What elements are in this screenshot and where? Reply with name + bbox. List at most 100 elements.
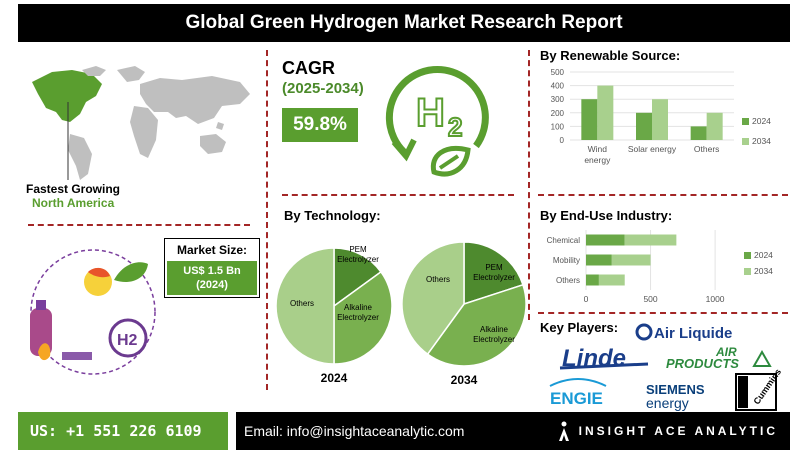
fastest-growing-label: Fastest Growing (26, 182, 121, 196)
bar-2034-2 (598, 274, 625, 286)
world-map (32, 66, 250, 180)
market-size-box: Market Size: US$ 1.5 Bn (2024) (164, 238, 260, 298)
air-products-air: AIR (715, 345, 737, 359)
x-tick-label: energy (584, 155, 611, 165)
pie-label-0: PEM (485, 263, 503, 272)
y-tick-label: Mobility (553, 256, 580, 265)
divider-horizontal-mid (282, 194, 514, 196)
key-players-logos: Air Liquide Linde AIR PRODUCTS ENGIE SIE… (549, 323, 783, 411)
market-size-value: US$ 1.5 Bn (183, 265, 241, 277)
pie-slice-2 (275, 247, 335, 365)
footer-brand: INSIGHT ACE ANALYTIC (557, 412, 778, 450)
pie-year-label: 2024 (321, 371, 348, 385)
y-tick-label: 200 (551, 109, 565, 118)
pie-label-1: Electrolyzer (473, 335, 515, 344)
y-tick-label: Others (556, 276, 580, 285)
legend-label-2034: 2034 (754, 266, 773, 276)
footer-brand-text: INSIGHT ACE ANALYTIC (578, 424, 778, 438)
pie-label-1: Electrolyzer (337, 313, 379, 322)
air-liquide-logo: Air Liquide (635, 323, 732, 342)
pie-label-0: PEM (349, 245, 367, 254)
y-tick-label: 400 (551, 82, 565, 91)
bar-2024-2 (586, 274, 599, 286)
cagr-period: (2025-2034) (282, 80, 364, 97)
legend-swatch-2024 (742, 118, 749, 125)
divider-horizontal-right-2 (538, 312, 788, 314)
bar-2024-1 (586, 254, 612, 266)
divider-horizontal-right (538, 194, 788, 196)
legend-swatch-2034 (742, 138, 749, 145)
siemens-energy-logo: SIEMENS energy (646, 382, 705, 411)
report-title: Global Green Hydrogen Market Research Re… (18, 4, 790, 42)
legend-label-2024: 2024 (754, 250, 773, 260)
cagr-value: 59.8% (282, 108, 358, 142)
engie-logo: ENGIE (549, 378, 607, 408)
end-use-chart: 0 500 1000 Chemical Mobility Others 2024 2034 (547, 230, 773, 304)
footer-email[interactable]: Email: info@insightaceanalytic.com (244, 423, 465, 439)
footer-phone[interactable]: US: +1 551 226 6109 (18, 412, 228, 450)
engie-text: ENGIE (550, 389, 603, 408)
siemens-text: SIEMENS (646, 382, 705, 397)
pie-slice-0 (333, 247, 382, 308)
north-america-region (32, 70, 102, 122)
legend-swatch-2034 (744, 268, 751, 275)
legend-label-2024: 2024 (752, 116, 771, 126)
pie-slice-1 (333, 270, 393, 365)
bar-2034-1 (611, 254, 651, 266)
legend-swatch-2024 (744, 252, 751, 259)
siemens-energy-text: energy (646, 395, 689, 411)
pie-slice-0 (463, 241, 524, 306)
cummins-logo: Cummins (735, 367, 783, 411)
y-tick-label: 100 (551, 122, 565, 131)
market-size-year: (2024) (196, 279, 228, 291)
end-use-title: By End-Use Industry: (540, 208, 673, 223)
air-products-logo: AIR PRODUCTS (666, 345, 772, 371)
divider-vertical-1 (266, 50, 268, 390)
svg-text:H: H (416, 91, 445, 135)
y-tick-label: Chemical (547, 236, 581, 245)
bar-2024-2 (690, 126, 707, 140)
x-tick-label: Solar energy (628, 144, 677, 154)
x-tick-label: 1000 (706, 294, 725, 304)
air-products-text: PRODUCTS (666, 356, 739, 371)
pie-label-2: Others (426, 275, 450, 284)
divider-vertical-2 (528, 50, 530, 320)
bar-2034-0 (597, 85, 614, 140)
market-size-value-box: US$ 1.5 Bn (2024) (167, 261, 257, 295)
bar-2034-1 (652, 99, 668, 140)
x-tick-label: Others (694, 144, 720, 154)
y-tick-label: 300 (551, 95, 565, 104)
pie-label-2: Others (290, 299, 314, 308)
x-tick-label: 0 (584, 294, 589, 304)
y-tick-label: 500 (551, 68, 565, 77)
fastest-growing-region: North America (32, 196, 115, 210)
bar-2024-0 (581, 99, 598, 140)
pie-year-label: 2034 (451, 373, 478, 387)
h2-leaf-icon: H 2 (385, 66, 489, 177)
bar-2024-1 (636, 112, 652, 140)
svg-text:2: 2 (448, 112, 462, 142)
pie-label-0: Electrolyzer (337, 255, 379, 264)
pie-chart-2034: PEMElectrolyzerAlkalineElectrolyzerOther… (401, 241, 527, 387)
x-tick-label: 500 (643, 294, 657, 304)
air-liquide-text: Air Liquide (654, 325, 732, 342)
footer: US: +1 551 226 6109 Email: info@insighta… (0, 412, 800, 450)
legend-label-2034: 2034 (752, 136, 771, 146)
key-players-title: Key Players: (540, 320, 619, 335)
y-tick-label: 0 (560, 136, 565, 145)
pie-label-1: Alkaline (344, 303, 373, 312)
svg-text:H2: H2 (117, 332, 138, 349)
footer-contact-bar: Email: info@insightaceanalytic.com INSIG… (236, 412, 790, 450)
pie-chart-2024: PEMElectrolyzerAlkalineElectrolyzerOther… (275, 245, 393, 385)
hydrogen-illustration: H2 (30, 249, 156, 375)
linde-logo: Linde (559, 345, 649, 372)
pie-label-0: Electrolyzer (473, 273, 515, 282)
bar-2034-0 (624, 234, 677, 246)
cagr-label: CAGR (282, 58, 335, 78)
technology-title: By Technology: (284, 208, 381, 223)
bar-2034-2 (706, 112, 723, 140)
pie-slice-2 (401, 241, 465, 356)
renewable-title: By Renewable Source: (540, 48, 681, 63)
divider-horizontal-left (28, 224, 250, 226)
